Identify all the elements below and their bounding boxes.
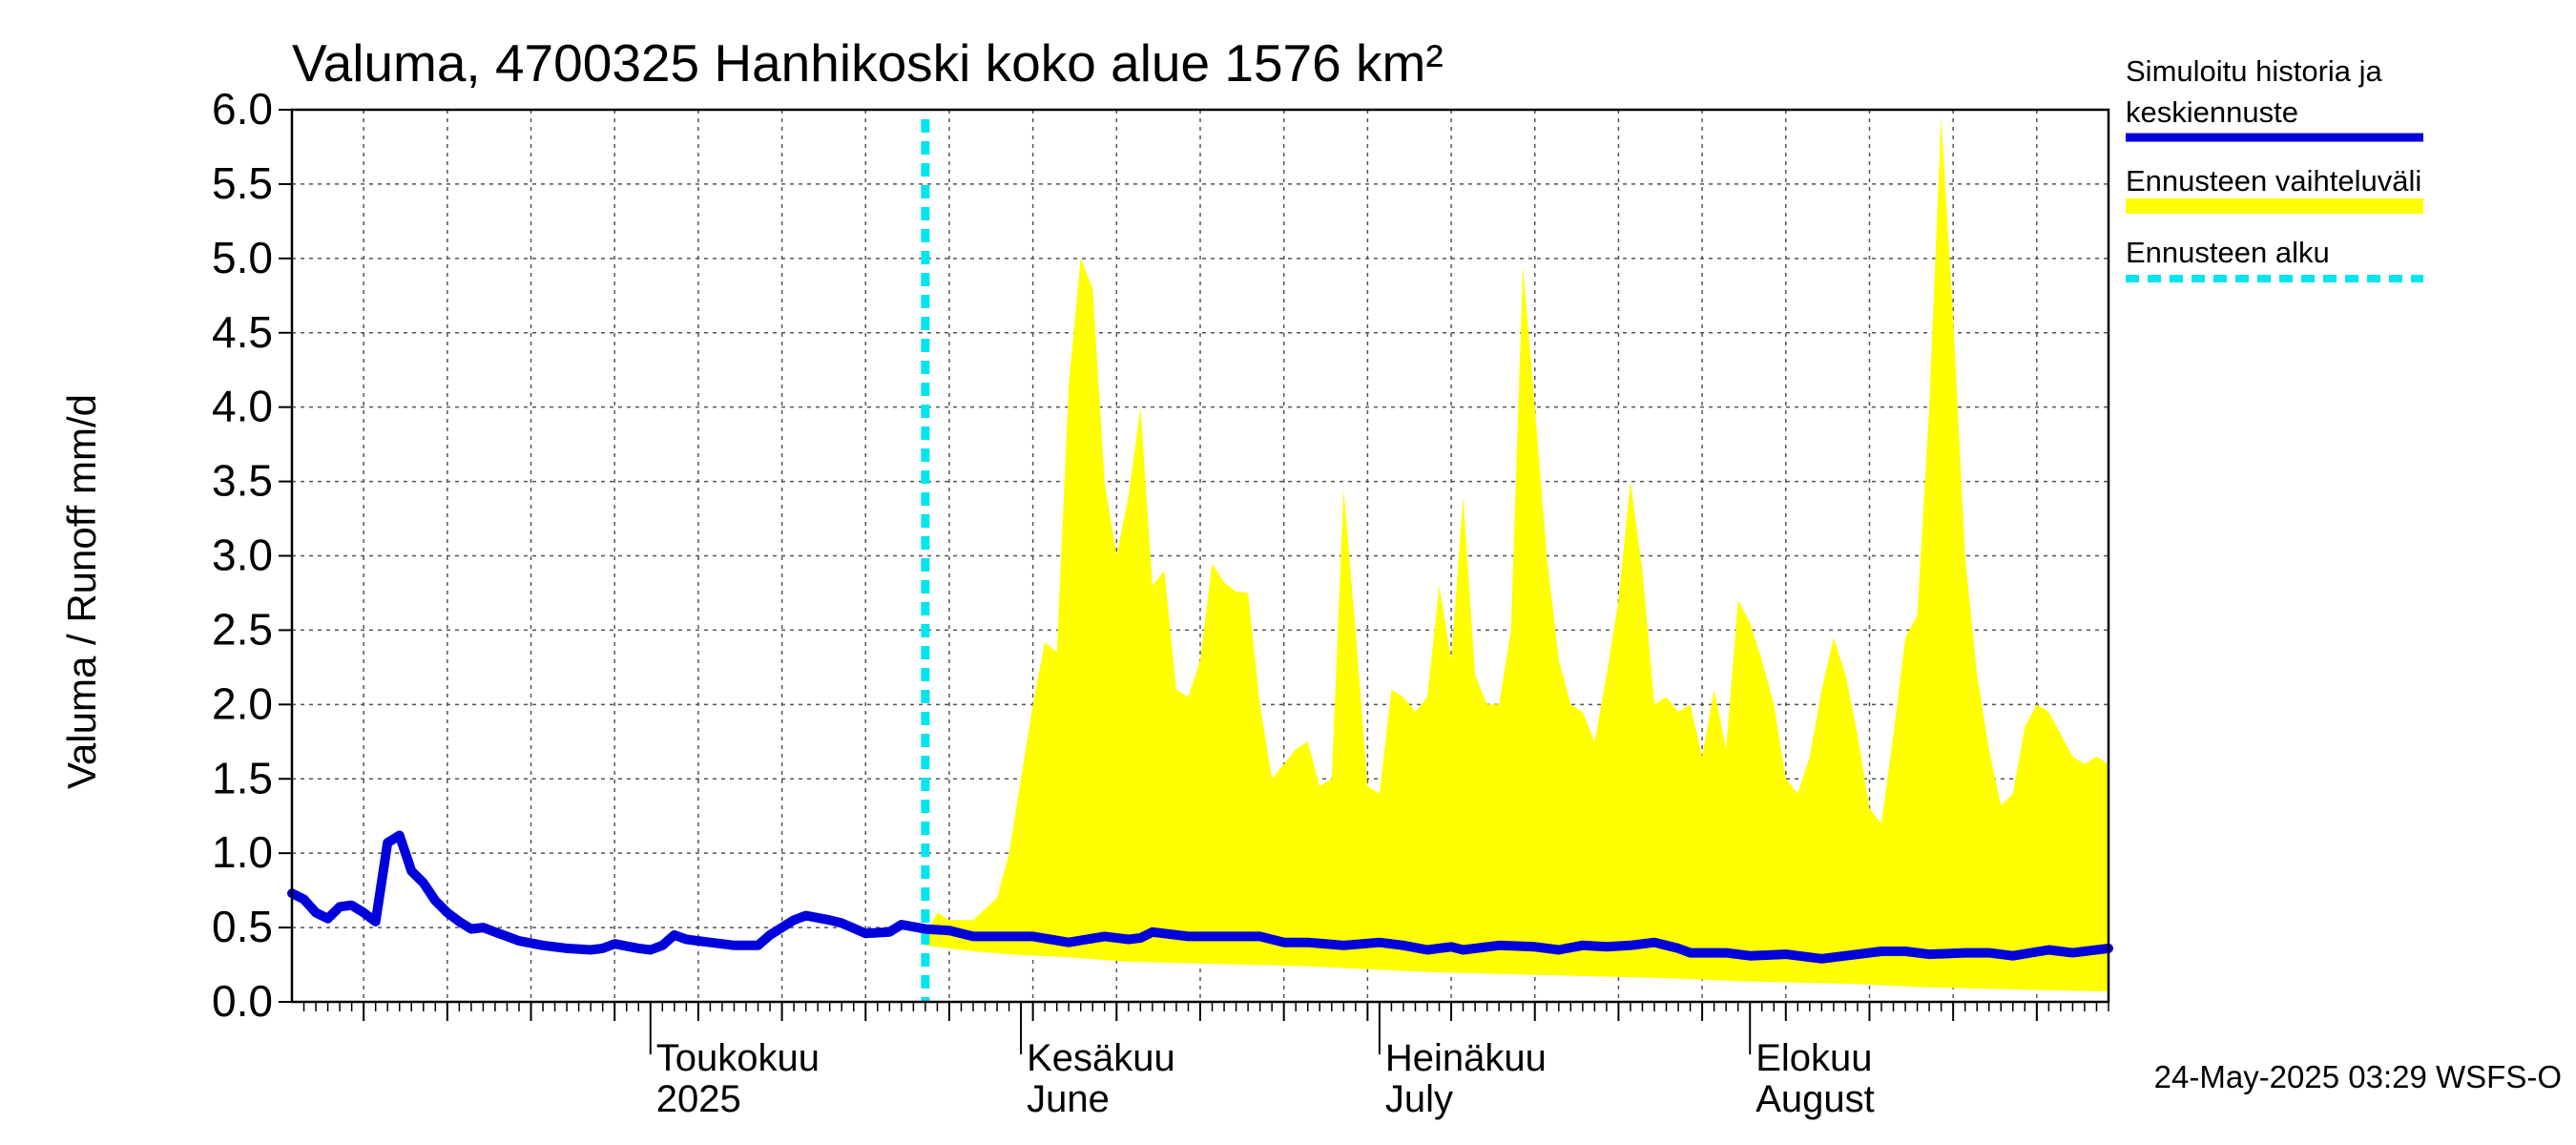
month-sublabel: 2025 xyxy=(656,1078,741,1120)
plot-frame xyxy=(290,108,2110,1004)
legend-label-range: Ennusteen vaihteluväli xyxy=(2126,164,2421,198)
y-tick-label: 6.0 xyxy=(212,84,273,134)
y-axis-label: Valuma / Runoff mm/d xyxy=(59,394,104,789)
y-tick-label: 3.5 xyxy=(212,456,273,506)
y-tick-label: 1.5 xyxy=(212,753,273,802)
y-tick-label: 0.5 xyxy=(212,902,273,951)
y-tick-label: 2.5 xyxy=(212,604,273,654)
timestamp-footer: 24-May-2025 03:29 WSFS-O xyxy=(2154,1059,2562,1094)
y-tick-label: 5.0 xyxy=(212,233,273,282)
tick-label-layer: 0.0 0.5 1.0 1.5 2.0 2.5 3.0 3.5 4.0 4.5 5.0 5.5 6.0 T… xyxy=(212,84,1875,1120)
legend-label-forecast-start: Ennusteen alku xyxy=(2126,236,2330,269)
y-tick-label: 4.5 xyxy=(212,307,273,357)
y-tick-label: 0.0 xyxy=(212,976,273,1026)
month-label: Toukokuu xyxy=(656,1037,820,1079)
month-label: Kesäkuu xyxy=(1027,1037,1175,1079)
legend-label-main-line1: Simuloitu historia ja xyxy=(2126,54,2383,88)
month-label: Heinäkuu xyxy=(1385,1037,1547,1079)
series-line-layer xyxy=(287,119,2113,1002)
y-tick-label: 3.0 xyxy=(212,531,273,580)
y-tick-label: 2.0 xyxy=(212,678,273,728)
grid xyxy=(292,109,2109,1002)
y-tick-label: 4.0 xyxy=(212,382,273,431)
month-sublabel: June xyxy=(1027,1078,1110,1120)
forecast-range-area-layer xyxy=(924,116,2109,992)
y-tick-label: 1.0 xyxy=(212,827,273,877)
axes xyxy=(279,108,2110,1054)
month-sublabel: August xyxy=(1755,1078,1875,1120)
forecast-range-area xyxy=(924,116,2109,992)
chart-title: Valuma, 4700325 Hanhikoski koko alue 157… xyxy=(292,33,1444,93)
simulated-forecast-line xyxy=(287,830,2113,964)
month-sublabel: July xyxy=(1385,1078,1453,1120)
legend-label-main-line2: keskiennuste xyxy=(2126,95,2298,129)
y-tick-label: 5.5 xyxy=(212,158,273,208)
legend: Simuloitu historia ja keskiennuste Ennuste… xyxy=(2126,54,2423,282)
month-label: Elokuu xyxy=(1755,1037,1872,1079)
